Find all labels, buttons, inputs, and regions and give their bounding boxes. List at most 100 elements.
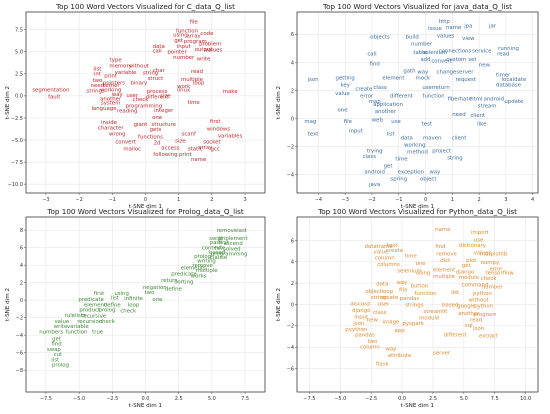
word-label: prolog bbox=[98, 308, 115, 314]
word-label: input bbox=[354, 314, 368, 320]
word-label: mock bbox=[416, 75, 432, 81]
x-tick-label: 10.0 bbox=[520, 396, 531, 402]
word-label: django bbox=[456, 270, 474, 276]
word-label: read bbox=[497, 51, 509, 57]
x-tick-label: −4 bbox=[315, 197, 322, 203]
word-label: exception bbox=[398, 169, 424, 175]
word-label: pointers bbox=[103, 80, 125, 86]
word-label: dataframe bbox=[364, 244, 393, 250]
word-label: string bbox=[371, 295, 386, 301]
word-label: without bbox=[469, 297, 489, 303]
word-label: remove bbox=[436, 251, 457, 257]
word-label: list bbox=[387, 131, 395, 137]
word-label: element bbox=[433, 267, 455, 273]
x-axis-label: t-SNE dim 1 bbox=[129, 204, 163, 210]
word-label: product bbox=[79, 308, 100, 314]
x-tick-label: 2 bbox=[210, 197, 213, 203]
x-axis-label: t-SNE dim 1 bbox=[401, 204, 435, 210]
chart-title: Top 100 Word Vectors Visualized for java… bbox=[322, 2, 512, 11]
word-label: build bbox=[406, 35, 419, 41]
x-tick-label: −5.0 bbox=[73, 396, 85, 402]
word-label: way bbox=[385, 346, 397, 352]
word-label: database bbox=[496, 82, 522, 88]
word-label: json bbox=[307, 77, 319, 83]
word-label: based bbox=[209, 250, 225, 256]
word-label: way bbox=[112, 92, 124, 98]
x-tick-label: 2.5 bbox=[175, 396, 183, 402]
word-label: another bbox=[375, 109, 397, 115]
word-label: numpy bbox=[480, 260, 500, 266]
word-label: multiple bbox=[196, 268, 219, 274]
word-label: project bbox=[432, 148, 451, 154]
y-tick-label: 6 bbox=[291, 32, 294, 38]
word-label: function bbox=[423, 94, 445, 100]
x-tick-label: 2 bbox=[477, 197, 480, 203]
word-label: plot bbox=[466, 258, 476, 264]
y-tick-label: 0 bbox=[291, 302, 294, 308]
word-label: google bbox=[457, 304, 476, 310]
word-label: removelast bbox=[217, 228, 247, 234]
y-tick-label: 7.5 bbox=[15, 27, 23, 33]
word-label: list bbox=[93, 66, 101, 72]
x-tick-label: −7.5 bbox=[303, 396, 315, 402]
chart-panel-4: −7.5 −5.0 −2.5 0.0 2.5 5.0 7.5 10.0 −6 −4 −2 0 2 4 6 na… bbox=[276, 207, 539, 409]
word-label: set bbox=[468, 57, 476, 63]
y-tick-label: 0 bbox=[20, 298, 23, 304]
word-label: find bbox=[51, 342, 61, 348]
word-label: access bbox=[161, 146, 179, 152]
word-label: class bbox=[373, 310, 387, 316]
word-label: elements bbox=[181, 266, 206, 272]
word-label: two bbox=[145, 290, 155, 296]
y-tick-label: 0 bbox=[291, 116, 294, 122]
word-label: view bbox=[462, 36, 475, 42]
word-label: number bbox=[173, 55, 195, 61]
word-label: numbers bbox=[39, 329, 63, 335]
word-label: segmentation bbox=[32, 87, 69, 93]
word-label: sql bbox=[465, 323, 473, 329]
word-label: two bbox=[92, 78, 102, 84]
word-label: check bbox=[99, 319, 116, 325]
word-label: rule bbox=[65, 313, 76, 319]
word-label: column bbox=[360, 344, 380, 350]
word-label: test bbox=[422, 122, 432, 128]
word-label: call bbox=[152, 49, 161, 55]
word-label: different bbox=[390, 94, 413, 100]
word-label: time bbox=[395, 157, 408, 163]
word-label: one bbox=[152, 115, 163, 121]
x-tick-label: −2.5 bbox=[365, 396, 377, 402]
y-tick-label: −8 bbox=[16, 368, 23, 374]
word-label: java bbox=[368, 182, 380, 188]
word-label: text bbox=[387, 243, 398, 249]
word-label: object bbox=[420, 176, 437, 182]
word-label: recursive bbox=[81, 314, 107, 320]
y-tick-label: −10.0 bbox=[8, 182, 23, 188]
word-label: loop bbox=[128, 302, 140, 308]
word-label: following bbox=[153, 152, 177, 158]
x-tick-label: 3 bbox=[504, 197, 507, 203]
word-label: multiple bbox=[433, 274, 456, 280]
word-label: localdate bbox=[502, 77, 527, 83]
word-label: functions bbox=[138, 134, 163, 140]
word-label: scanf bbox=[181, 132, 195, 138]
x-tick-label: 1 bbox=[451, 197, 454, 203]
y-tick-label: −4 bbox=[16, 333, 23, 339]
word-label: spring bbox=[390, 176, 407, 182]
word-label: loop bbox=[193, 80, 205, 86]
word-label: integer bbox=[154, 108, 174, 114]
y-tick-label: 2 bbox=[20, 280, 23, 286]
word-label: two bbox=[367, 339, 377, 345]
word-label: object bbox=[365, 289, 382, 295]
word-label: reading bbox=[117, 109, 137, 115]
x-tick-label: 3 bbox=[243, 197, 246, 203]
word-label: dictionary bbox=[459, 243, 487, 249]
x-tick-label: 0 bbox=[144, 197, 147, 203]
y-tick-label: 4 bbox=[291, 60, 294, 66]
word-label: rule bbox=[215, 245, 226, 251]
word-label: need bbox=[452, 112, 465, 118]
y-axis-label: t-SNE dim 2 bbox=[5, 288, 11, 321]
word-label: structure bbox=[152, 122, 177, 128]
word-label: type bbox=[110, 57, 123, 63]
word-label: pass bbox=[210, 240, 223, 246]
word-label: python bbox=[474, 304, 493, 310]
